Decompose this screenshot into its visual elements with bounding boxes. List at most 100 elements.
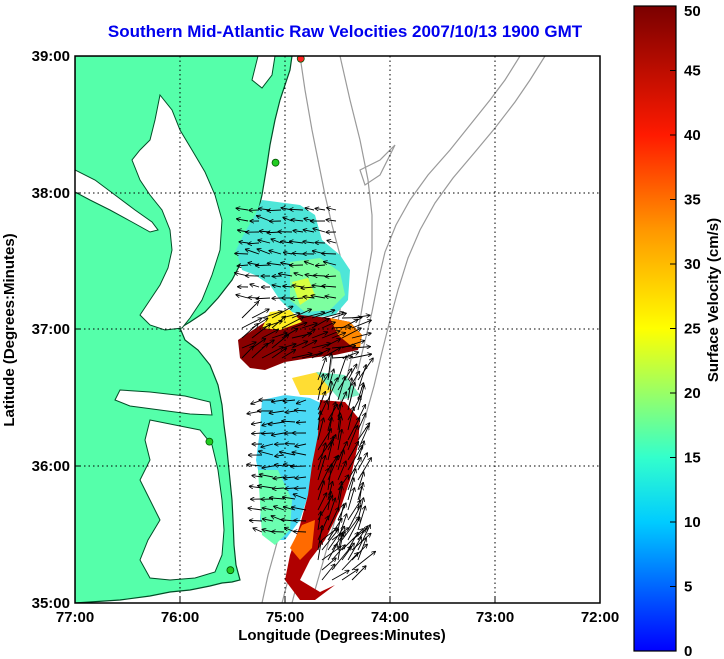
velocity-arrow	[351, 320, 371, 329]
velocity-arrow	[327, 402, 336, 431]
velocity-arrow	[305, 275, 315, 276]
velocity-arrow	[347, 488, 354, 511]
velocity-arrow	[295, 410, 307, 411]
map-title: Southern Mid-Atlantic Raw Velocities 200…	[107, 22, 583, 41]
velocity-arrow	[272, 285, 282, 287]
y-tick: 37:00	[32, 321, 70, 338]
velocity-arrow	[317, 481, 324, 501]
velocity-arrow	[294, 273, 304, 277]
velocity-arrow	[351, 333, 371, 339]
velocity-arrow	[239, 242, 249, 243]
colorbar-tick-label: 45	[684, 63, 701, 80]
velocity-arrow	[337, 504, 344, 531]
velocity-arrow	[317, 512, 321, 531]
velocity-arrow	[261, 443, 274, 447]
velocity-arrow	[261, 330, 278, 339]
velocity-arrow	[252, 422, 263, 424]
velocity-arrow	[262, 433, 274, 434]
velocity-arrow	[292, 507, 307, 511]
velocity-arrow	[351, 566, 366, 581]
velocity-arrow	[250, 284, 260, 287]
velocity-arrow	[321, 331, 340, 339]
velocity-arrow	[311, 310, 335, 319]
velocity-arrow	[269, 251, 282, 255]
velocity-arrow	[291, 220, 304, 221]
velocity-vectors	[235, 208, 375, 581]
x-tick: 73:00	[476, 609, 514, 626]
velocity-arrow	[252, 433, 263, 434]
velocity-arrow	[347, 407, 353, 431]
velocity-arrow	[337, 356, 346, 381]
velocity-arrow	[281, 350, 295, 359]
velocity-arrow	[267, 263, 282, 265]
pamlico-sound	[139, 419, 225, 581]
velocity-arrow	[246, 249, 260, 255]
velocity-arrow	[317, 374, 329, 391]
velocity-arrow	[331, 313, 346, 319]
velocity-arrow	[327, 527, 344, 551]
velocity-arrow	[325, 296, 337, 298]
velocity-arrow	[357, 413, 366, 431]
velocity-arrow	[331, 327, 351, 328]
velocity-arrow	[341, 569, 358, 581]
velocity-arrow	[311, 296, 326, 299]
velocity-arrow	[347, 537, 361, 561]
velocity-arrow	[261, 347, 283, 359]
colorbar: 0 5 10 15 20 25 30 35 40 45 50 Surface Velocity (c…	[633, 3, 722, 659]
gulf-stream-orange	[290, 520, 315, 560]
velocity-arrow	[241, 324, 258, 339]
velocity-arrow	[315, 208, 326, 210]
velocity-arrow	[290, 241, 304, 243]
velocity-arrow	[275, 455, 285, 456]
velocity-arrow	[272, 400, 285, 402]
velocity-arrow	[347, 518, 360, 541]
velocity-arrow	[271, 348, 286, 359]
velocity-arrow	[331, 357, 352, 358]
velocity-arrow	[347, 426, 357, 451]
velocity-arrow	[291, 309, 311, 319]
velocity-arrow	[347, 506, 361, 531]
velocity-arrow	[337, 450, 344, 471]
velocity-arrow	[292, 452, 307, 456]
velocity-arrow	[337, 430, 342, 451]
velocity-arrow	[237, 219, 249, 221]
velocity-arrow	[322, 286, 337, 287]
velocity-arrow	[347, 501, 361, 521]
colorbar-tick-label: 50	[684, 3, 701, 20]
velocity-arrow	[317, 493, 326, 511]
velocity-arrow	[257, 249, 271, 255]
velocity-arrow	[317, 374, 323, 401]
velocity-arrow	[357, 458, 371, 481]
colorbar-ticks: 0 5 10 15 20 25 30 35 40 45 50	[670, 3, 701, 659]
velocity-arrow	[261, 311, 282, 319]
velocity-arrow	[291, 341, 307, 349]
velocity-arrow	[321, 558, 336, 571]
velocity-arrow	[305, 208, 315, 210]
velocity-arrow	[327, 464, 332, 491]
velocity-arrow	[316, 265, 326, 266]
colorbar-tick-label: 5	[684, 579, 692, 596]
velocity-arrow	[301, 312, 324, 319]
velocity-arrow	[295, 444, 307, 446]
velocity-arrow	[357, 453, 367, 471]
velocity-arrow	[337, 486, 342, 511]
velocity-arrow	[257, 216, 271, 222]
grid-lines	[75, 56, 600, 603]
velocity-arrow	[317, 358, 326, 381]
velocity-arrow	[253, 528, 263, 533]
velocity-arrow	[311, 343, 330, 349]
velocity-arrow	[241, 342, 256, 349]
velocity-arrow	[317, 429, 331, 451]
velocity-arrow	[347, 442, 358, 461]
velocity-arrow	[321, 529, 338, 551]
velocity-arrow	[337, 461, 346, 481]
velocity-arrow	[357, 472, 364, 491]
x-tick: 75:00	[266, 609, 304, 626]
velocity-arrow	[301, 329, 315, 339]
velocity-arrow	[341, 341, 364, 349]
colorbar-tick-label: 15	[684, 450, 701, 467]
velocity-arrow	[351, 347, 370, 348]
velocity-arrow	[291, 354, 312, 359]
colorbar-tick-label: 0	[684, 643, 692, 659]
velocity-arrow	[327, 508, 338, 531]
